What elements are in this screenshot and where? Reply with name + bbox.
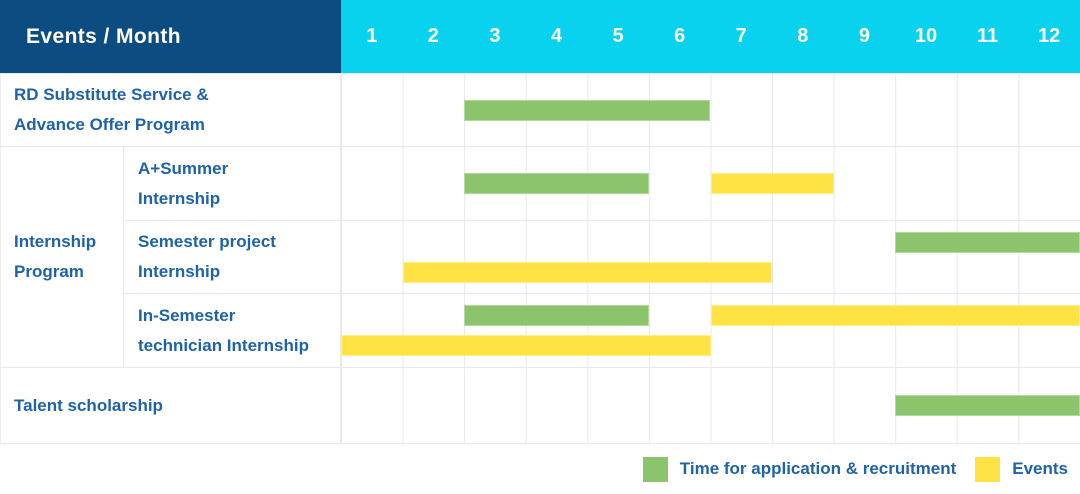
label-line: Program	[14, 262, 84, 281]
row-label-talent-scholarship: Talent scholarship	[0, 368, 341, 444]
header-title: Events / Month	[26, 24, 181, 48]
month-label: 8	[797, 25, 809, 47]
chart-row-semester-project-internship	[341, 221, 1080, 294]
month-label: 2	[427, 25, 439, 47]
month-label: 4	[550, 25, 563, 47]
chart-row-talent-scholarship	[341, 368, 1080, 444]
row-label-semester-project-internship: Semester project Internship	[124, 221, 341, 294]
header-title-cell: Events / Month	[0, 0, 341, 73]
month-label: 12	[1038, 25, 1061, 47]
row-label-text: RD Substitute Service & Advance Offer Pr…	[14, 80, 209, 140]
bar-lane	[341, 231, 1080, 253]
bar-lane	[341, 305, 1080, 326]
row-group-internship-program: Internship Program	[0, 147, 124, 368]
row-label-text: A+Summer Internship	[138, 154, 228, 214]
row-label-text: In-Semester technician Internship	[138, 301, 309, 361]
month-label: 11	[976, 25, 999, 47]
bar-lane	[341, 395, 1080, 416]
label-line: technician Internship	[138, 335, 309, 355]
event-bar	[402, 261, 773, 283]
month-label: 5	[612, 25, 624, 47]
label-line: RD Substitute Service &	[14, 85, 209, 104]
row-label-rd-substitute: RD Substitute Service & Advance Offer Pr…	[0, 74, 341, 147]
legend-label-events: Events	[1012, 459, 1068, 478]
bar-lane	[341, 99, 1080, 121]
bar-lane	[341, 261, 1080, 283]
month-label: 7	[735, 25, 747, 47]
recruitment-bar	[464, 305, 649, 326]
recruitment-bar	[895, 231, 1080, 253]
table-body: RD Substitute Service & Advance Offer Pr…	[0, 73, 1080, 444]
row-label-a-summer-internship: A+Summer Internship	[124, 147, 341, 221]
recruitment-bar	[895, 395, 1080, 416]
month-label: 1	[366, 25, 378, 47]
month-label: 10	[914, 25, 938, 47]
label-line: Internship	[14, 232, 97, 251]
recruitment-swatch	[642, 456, 668, 482]
months-row: 1 2 3 4 5 6 7 8 9 10 11 12	[341, 0, 1080, 73]
legend-item-events: Events	[975, 456, 1068, 482]
recruitment-bar	[464, 99, 711, 121]
row-label-text: Talent scholarship	[14, 391, 163, 421]
chart-row-rd-substitute	[341, 74, 1080, 147]
event-bar	[710, 305, 1080, 326]
row-label-in-semester-technician-internship: In-Semester technician Internship	[124, 294, 341, 368]
events-swatch	[975, 456, 1001, 482]
month-label: 9	[858, 25, 870, 47]
bar-lane	[341, 173, 1080, 194]
table-header: Events / Month 1 2 3 4 5 6 7 8 9 10 11 12	[0, 0, 1080, 73]
label-line: In-Semester	[138, 305, 236, 325]
label-line: Semester project	[138, 232, 276, 251]
row-label-text: Semester project Internship	[138, 227, 276, 287]
label-line: Internship	[138, 188, 221, 208]
month-label: 3	[489, 25, 501, 47]
legend-item-recruitment: Time for application & recruitment	[642, 456, 957, 482]
label-line: A+Summer	[138, 158, 229, 178]
recruitment-bar	[464, 173, 649, 194]
legend: Time for application & recruitment Event…	[0, 444, 1080, 494]
group-label-text: Internship Program	[14, 227, 96, 287]
bar-lane	[341, 335, 1080, 356]
event-bar	[341, 335, 711, 356]
label-line: Talent scholarship	[14, 395, 163, 415]
chart-row-in-semester-technician-internship	[341, 294, 1080, 368]
label-line: Internship	[138, 262, 221, 281]
label-line: Advance Offer Program	[14, 115, 205, 134]
event-bar	[710, 173, 834, 194]
chart-row-a-summer-internship	[341, 147, 1080, 221]
legend-label-recruitment: Time for application & recruitment	[679, 459, 957, 478]
month-label: 6	[674, 25, 686, 47]
